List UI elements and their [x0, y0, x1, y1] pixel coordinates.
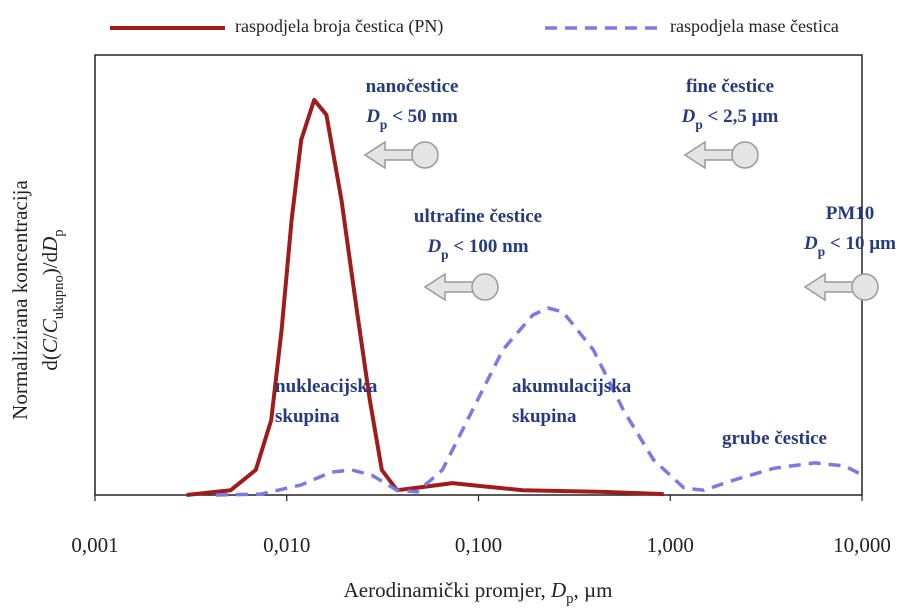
text-part: D: [38, 237, 62, 253]
text-part: Aerodinamički promjer,: [344, 578, 551, 602]
annotation: skupina: [512, 406, 577, 427]
series-line: [215, 306, 861, 497]
text-part: , µm: [573, 578, 612, 602]
text-part: D: [426, 236, 441, 257]
text-part: D: [803, 233, 818, 254]
text-part: D: [365, 106, 380, 127]
x-tick-label: 0,001: [71, 533, 118, 557]
text-part: /: [38, 333, 62, 339]
annotation: Dp < 100 nm: [426, 236, 528, 261]
text-part: < 2,5 µm: [703, 106, 779, 127]
annotation: akumulacijska: [512, 376, 632, 397]
text-part: D: [681, 106, 696, 127]
legend-label: raspodjela mase čestica: [670, 16, 839, 36]
annotation: Dp < 10 µm: [803, 233, 896, 258]
x-tick-label: 0,100: [455, 533, 502, 557]
legend-label: raspodjela broja čestica (PN): [235, 16, 443, 37]
arrow-knob: [731, 141, 759, 169]
text-part: < 10 µm: [825, 233, 896, 254]
text-part: nanočestice: [366, 76, 459, 97]
annotation: Dp < 50 nm: [365, 106, 458, 131]
text-part: ultrafine čestice: [414, 206, 542, 227]
arrow-knob: [471, 273, 499, 301]
annotation: fine čestice: [686, 76, 774, 97]
text-part: < 100 nm: [449, 236, 529, 257]
annotation: nanočestice: [366, 76, 459, 97]
text-part: p: [566, 591, 573, 607]
text-part: PM10: [826, 203, 875, 224]
x-axis-label: Aerodinamički promjer, Dp, µm: [344, 578, 613, 608]
text-part: skupina: [275, 406, 340, 427]
annotation: skupina: [275, 406, 340, 427]
arrow-head: [803, 272, 856, 302]
text-part: )/d: [38, 251, 62, 275]
text-part: fine čestice: [686, 76, 774, 97]
text-part: C: [38, 318, 62, 333]
text-part: akumulacijska: [512, 376, 632, 397]
y-axis-label: Normalizirana koncentracija: [8, 180, 32, 420]
arrow-head: [363, 140, 416, 170]
arrow-knob: [411, 141, 439, 169]
annotation: Dp < 2,5 µm: [681, 106, 779, 131]
text-part: d(: [38, 353, 62, 371]
x-tick-label: 1,000: [647, 533, 694, 557]
text-part: p: [818, 244, 825, 259]
text-part: D: [550, 578, 566, 602]
annotation: grube čestice: [722, 428, 827, 449]
series-line: [186, 97, 664, 497]
x-tick-label: 0,010: [263, 533, 310, 557]
y-axis-label: d(C/Cukupno)/dDp: [38, 229, 68, 370]
text-part: p: [380, 117, 387, 132]
arrow-head: [423, 272, 476, 302]
annotation: PM10: [826, 203, 875, 224]
text-part: p: [695, 117, 702, 132]
text-part: nukleacijska: [275, 376, 378, 397]
text-part: C: [38, 338, 62, 353]
text-part: < 50 nm: [387, 106, 458, 127]
text-part: p: [441, 247, 448, 262]
text-part: Normalizirana koncentracija: [8, 180, 32, 420]
text-part: skupina: [512, 406, 577, 427]
annotation: ultrafine čestice: [414, 206, 542, 227]
x-tick-label: 10,000: [833, 533, 891, 557]
annotation: nukleacijska: [275, 376, 378, 397]
arrow-head: [683, 140, 736, 170]
arrow-knob: [851, 273, 879, 301]
text-part: ukupno: [51, 275, 67, 319]
text-part: p: [51, 229, 67, 236]
text-part: grube čestice: [722, 428, 827, 449]
